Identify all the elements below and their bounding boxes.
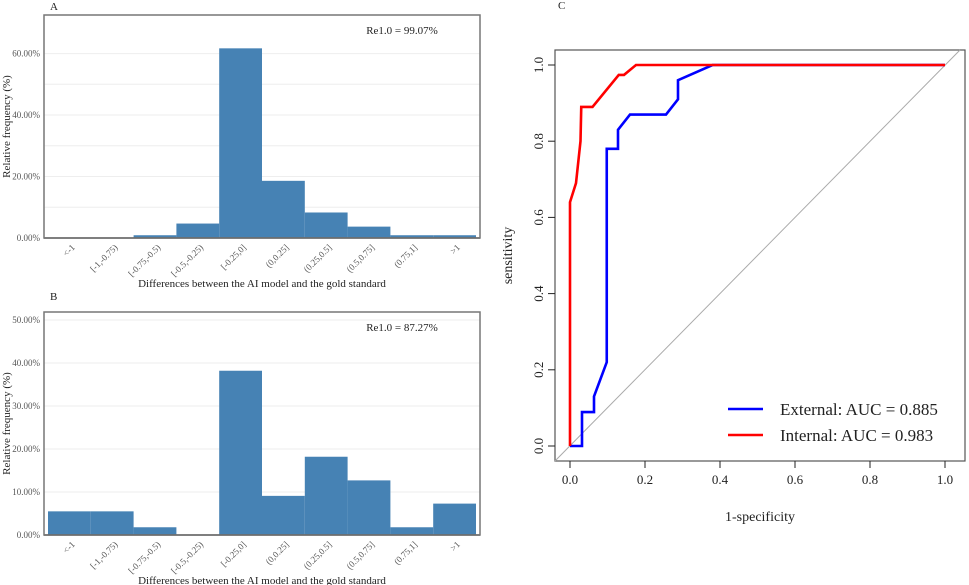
y-tick-label: 1.0 [531,57,546,73]
x-tick-label: (0.75,1] [392,539,419,566]
bar [48,511,91,535]
y-tick-label: 0.2 [531,362,546,378]
y-tick-label: 30.00% [12,401,40,411]
y-axis-title: Relative frequency (%) [1,372,13,475]
bar [219,48,262,238]
bar [433,235,476,238]
bar [304,456,348,535]
x-tick-label: [-1,-0.75) [88,539,119,570]
x-tick-label: 0.0 [562,472,578,487]
x-tick-label: <-1 [61,539,77,555]
histogram-b: <-1 [-1,-0.75) [-0.75,-0.5) [-0.5,-0.25) [-0… [1,311,481,585]
y-tick-label: 0.4 [531,285,546,302]
y-tick-label: 50.00% [12,315,40,325]
x-tick-label: [-0.5,-0.25) [169,242,205,278]
legend-label: Internal: AUC = 0.983 [780,426,933,445]
roc-chart: 0.0 0.2 0.4 0.6 0.8 1.0 0.0 0.2 0.4 0.6 0.8 1.0 1-sp… [501,49,966,525]
x-tick-label: [-0.75,-0.5) [126,539,162,575]
x-tick-label: 1.0 [937,472,953,487]
bar [133,235,177,238]
x-tick-label: (0.25,0.5] [302,242,334,274]
legend-label: External: AUC = 0.885 [780,400,938,419]
x-tick-label: 0.6 [787,472,804,487]
plot-frame [554,49,966,462]
y-axis-title: sensitivity [501,227,516,285]
x-axis-title: 1-specificity [725,510,795,525]
histogram-a: <-1 [-1,-0.75) [-0.75,-0.5) [-0.5,-0.25) [-0… [1,14,481,290]
plot-frame [43,311,481,536]
bar [347,480,391,535]
x-tick-label: 0.4 [712,472,729,487]
x-tick-label: (0.25,0.5] [302,539,334,571]
x-axis-title: Differences between the AI model and the… [138,278,386,290]
x-tick-label: [-0.25,0] [219,539,248,568]
y-tick-label: 0.0 [531,438,546,454]
bar [90,511,134,535]
diagonal-reference-line [554,49,961,462]
bar [176,223,220,238]
bar [219,370,262,535]
x-tick-label: (0,0.25] [264,242,291,269]
bar [347,226,391,238]
x-tick-label: [-0.75,-0.5) [126,242,162,278]
plot-frame [43,14,481,239]
y-tick-label: 0.00% [17,530,41,540]
bar [262,180,305,238]
x-tick-label: [-0.25,0] [219,242,248,271]
y-tick-label: 0.00% [17,233,41,243]
x-tick-label: [-0.5,-0.25) [169,539,205,575]
x-tick-label: [-1,-0.75) [88,242,119,273]
x-tick-label: (0.75,1] [392,242,419,269]
external-roc-line [570,63,945,448]
re-annotation: Re1.0 = 87.27% [366,322,438,334]
y-tick-label: 0.8 [531,133,546,149]
x-axis-title: Differences between the AI model and the… [138,575,386,585]
x-tick-label: 0.2 [637,472,653,487]
x-tick-label: >1 [448,242,462,256]
y-tick-label: 0.6 [531,209,546,226]
bar [433,503,476,535]
panel-label-c: C [558,0,565,12]
panel-label-b: B [50,291,57,303]
bar [262,495,305,535]
re-annotation: Re1.0 = 99.07% [366,25,438,37]
y-axis-title: Relative frequency (%) [1,75,13,178]
y-tick-label: 40.00% [12,110,40,120]
y-tick-label: 20.00% [12,172,40,182]
y-tick-label: 40.00% [12,358,40,368]
x-tick-label: 0.8 [862,472,878,487]
internal-roc-line [568,63,945,446]
x-tick-label: (0.5,0.75] [344,539,376,571]
x-tick-label: <-1 [61,242,77,258]
x-tick-label: (0.5,0.75] [344,242,376,274]
panel-label-a: A [50,1,58,13]
bar [304,212,348,238]
bar [133,527,177,535]
x-tick-label: (0,0.25] [264,539,291,566]
y-tick-label: 20.00% [12,444,40,454]
bar [390,235,434,238]
y-tick-label: 60.00% [12,49,40,59]
y-tick-label: 10.00% [12,487,40,497]
x-tick-label: >1 [448,539,462,553]
bar [390,527,434,535]
